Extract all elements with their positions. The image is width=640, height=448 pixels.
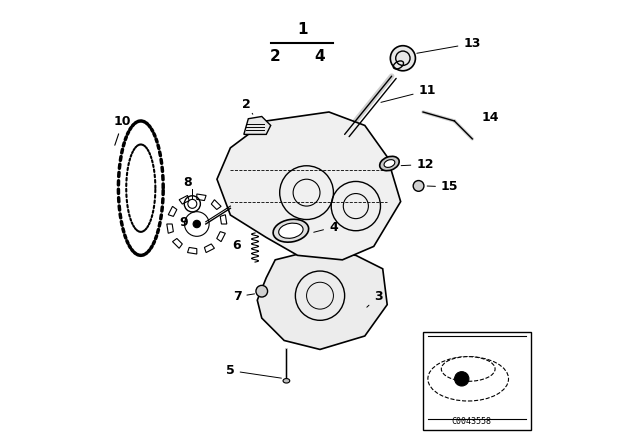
Circle shape [256, 285, 268, 297]
Circle shape [454, 372, 469, 386]
Text: 12: 12 [401, 158, 434, 171]
Text: 9: 9 [179, 216, 188, 229]
Text: 5: 5 [226, 364, 282, 378]
Polygon shape [204, 244, 214, 253]
Polygon shape [168, 207, 177, 216]
Text: 1: 1 [297, 22, 307, 37]
Polygon shape [197, 194, 206, 201]
Ellipse shape [384, 159, 395, 168]
Circle shape [193, 220, 200, 228]
Polygon shape [217, 112, 401, 260]
Polygon shape [188, 247, 197, 254]
Text: 8: 8 [184, 176, 192, 189]
Polygon shape [211, 200, 221, 210]
Text: 13: 13 [417, 37, 481, 53]
Ellipse shape [380, 156, 399, 171]
Ellipse shape [273, 219, 308, 242]
Text: 14: 14 [481, 111, 499, 124]
Text: 6: 6 [233, 239, 241, 252]
Text: 10: 10 [114, 116, 131, 145]
Text: 7: 7 [233, 290, 255, 303]
Polygon shape [173, 238, 182, 248]
Circle shape [188, 199, 197, 208]
Circle shape [390, 46, 415, 71]
Text: 2: 2 [270, 48, 280, 64]
Circle shape [413, 181, 424, 191]
FancyBboxPatch shape [423, 332, 531, 430]
Text: 4: 4 [314, 221, 338, 234]
Text: 2: 2 [242, 98, 253, 114]
Text: 3: 3 [367, 290, 382, 307]
Polygon shape [257, 251, 387, 349]
Text: C0043558: C0043558 [451, 418, 492, 426]
Text: 15: 15 [427, 181, 458, 194]
Polygon shape [217, 232, 225, 241]
Ellipse shape [428, 357, 509, 401]
Polygon shape [167, 224, 173, 233]
Ellipse shape [278, 223, 303, 238]
Text: 4: 4 [315, 48, 325, 64]
Text: 11: 11 [381, 84, 436, 102]
Ellipse shape [283, 379, 290, 383]
Polygon shape [220, 215, 227, 224]
Ellipse shape [442, 357, 495, 381]
Polygon shape [244, 116, 271, 134]
Polygon shape [179, 195, 189, 204]
